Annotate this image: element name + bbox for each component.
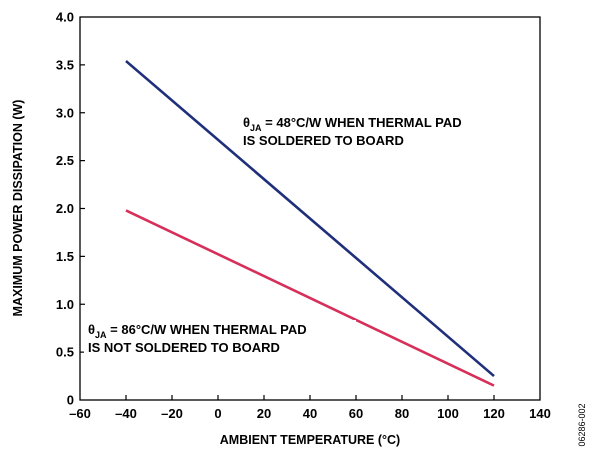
y-tick-label: 1.5 bbox=[56, 249, 74, 264]
annotation-not-soldered-subscript: JA bbox=[95, 330, 107, 340]
svg-text:θJA = 86°C/W WHEN THERMAL PAD: θJA = 86°C/W WHEN THERMAL PAD bbox=[88, 322, 307, 340]
series-line-not-soldered bbox=[125, 209, 495, 387]
y-tick-label: 0 bbox=[67, 393, 74, 408]
annotation-soldered-line2: IS SOLDERED TO BOARD bbox=[243, 133, 404, 148]
annotation-soldered-subscript: JA bbox=[250, 123, 262, 133]
x-axis-label: AMBIENT TEMPERATURE (°C) bbox=[220, 433, 400, 447]
annotation-not-soldered: θJA = 86°C/W WHEN THERMAL PAD IS NOT SOL… bbox=[84, 320, 356, 360]
y-tick-label: 3.5 bbox=[56, 57, 74, 72]
annotation-not-soldered-symbol: θ bbox=[88, 322, 95, 337]
x-tick-label: 100 bbox=[437, 406, 459, 421]
x-tick-label: –40 bbox=[115, 406, 137, 421]
x-tick-label: 0 bbox=[214, 406, 221, 421]
y-tick-labels: 0 0.5 1.0 1.5 2.0 2.5 3.0 3.5 4.0 bbox=[56, 10, 74, 408]
y-tick-label: 3.0 bbox=[56, 105, 74, 120]
figure-id: 06286-002 bbox=[577, 403, 587, 446]
x-tick-label: –60 bbox=[69, 406, 91, 421]
x-tick-labels: –60 –40 –20 0 20 40 60 80 100 120 140 bbox=[69, 406, 551, 421]
series-lines bbox=[125, 60, 495, 387]
y-tick-label: 0.5 bbox=[56, 345, 74, 360]
annotation-soldered-line1: = 48°C/W WHEN THERMAL PAD bbox=[262, 115, 462, 130]
x-tick-label: 80 bbox=[395, 406, 409, 421]
x-tick-label: 140 bbox=[529, 406, 551, 421]
annotation-not-soldered-line2: IS NOT SOLDERED TO BOARD bbox=[88, 340, 280, 355]
y-tick-label: 2.5 bbox=[56, 153, 74, 168]
annotation-soldered-symbol: θ bbox=[243, 115, 250, 130]
annotation-soldered: θJA = 48°C/W WHEN THERMAL PAD IS SOLDERE… bbox=[237, 108, 527, 154]
y-tick-label: 4.0 bbox=[56, 10, 74, 25]
annotation-not-soldered-line1: = 86°C/W WHEN THERMAL PAD bbox=[107, 322, 307, 337]
y-axis-label: MAXIMUM POWER DISSIPATION (W) bbox=[11, 100, 25, 317]
x-tick-label: 60 bbox=[349, 406, 363, 421]
x-tick-label: 120 bbox=[483, 406, 505, 421]
x-tick-label: 20 bbox=[257, 406, 271, 421]
series-line-soldered bbox=[125, 60, 495, 378]
x-tick-label: 40 bbox=[303, 406, 317, 421]
y-tick-label: 2.0 bbox=[56, 201, 74, 216]
x-tick-label: –20 bbox=[161, 406, 183, 421]
y-tick-label: 1.0 bbox=[56, 297, 74, 312]
svg-text:θJA = 48°C/W WHEN THERMAL PAD: θJA = 48°C/W WHEN THERMAL PAD bbox=[243, 115, 462, 133]
